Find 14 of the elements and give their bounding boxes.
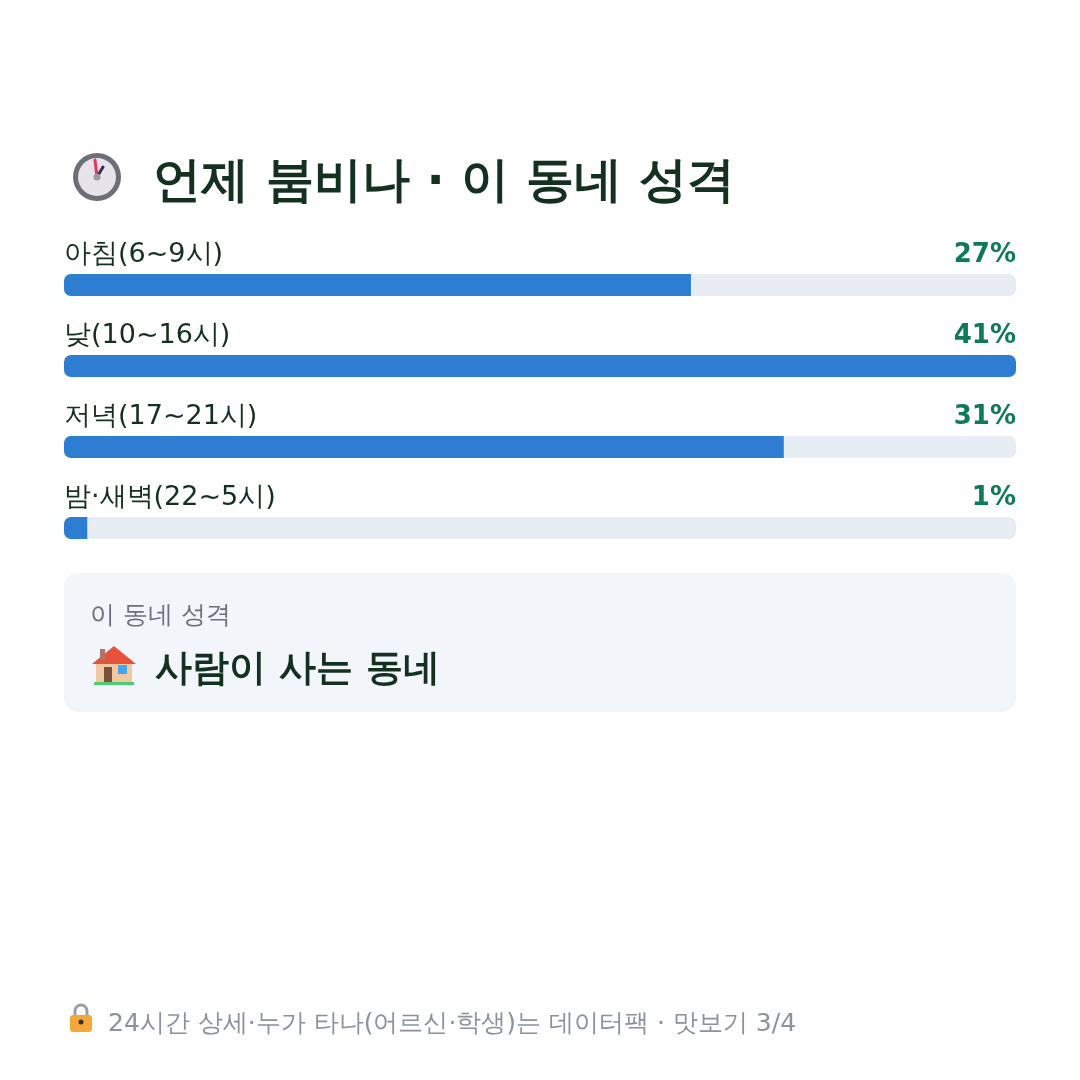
text: 이 동네 성격 — [90, 600, 231, 629]
data-label: 31% — [953, 400, 1016, 430]
y-tick-label: 낮(10~16시) — [64, 318, 231, 349]
data-label: 41% — [953, 319, 1016, 349]
y-tick-label: 밤·새벽(22~5시) — [64, 480, 276, 511]
text: 24시간 상세·누가 타나(어르신·학생)는 데이터팩 · 맛보기 3/4 — [108, 1008, 797, 1037]
data-label: 27% — [953, 238, 1016, 268]
chart-title: 언제 붐비나 · 이 동네 성격 — [153, 151, 735, 207]
text: 사람이 사는 동네 — [155, 646, 440, 689]
bar — [64, 355, 1016, 377]
data-label: 1% — [971, 481, 1016, 511]
y-tick-label: 아침(6~9시) — [64, 237, 224, 268]
bar — [64, 517, 88, 539]
y-tick-label: 저녁(17~21시) — [64, 399, 258, 430]
